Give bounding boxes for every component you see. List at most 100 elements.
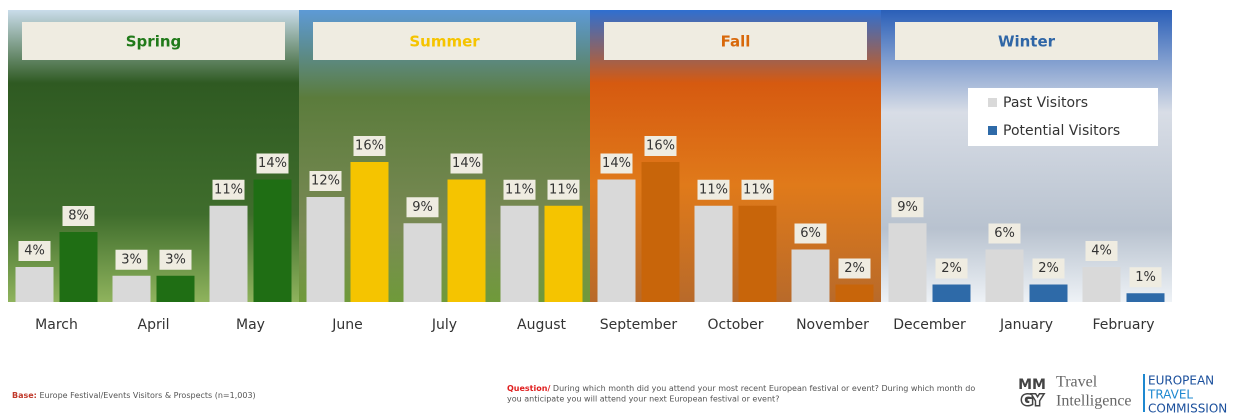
base-text: Europe Festival/Events Visitors & Prospe… [39,391,255,400]
bar [59,232,98,302]
x-tick-label: July [431,317,457,333]
bar [350,162,389,302]
bar [888,223,927,302]
bar [544,205,583,302]
value-label-box [935,258,968,279]
bar [156,275,195,302]
bar [932,284,971,302]
x-tick-label: February [1092,317,1154,333]
season-box [22,22,285,60]
bar [306,197,345,302]
x-tick-label: January [999,317,1053,333]
value-label-box [309,171,342,191]
value-label-box [256,153,289,174]
logo-etc: TRAVEL [1147,388,1193,402]
x-tick-label: June [331,317,363,333]
x-tick-label: August [517,317,567,333]
value-label-box [741,179,774,200]
bar [985,249,1024,302]
bar [209,205,248,302]
value-label: 14% [258,156,287,171]
value-label-box [988,223,1021,244]
value-label-box [406,197,439,218]
bar [1029,284,1068,302]
season-box [604,22,867,60]
value-label-box [62,206,95,226]
value-label: 12% [311,174,340,189]
value-label: 6% [994,226,1015,241]
value-label-box [547,179,580,200]
legend-swatch [988,126,997,135]
x-tick-label: April [138,317,170,333]
season-label: Summer [409,33,480,51]
value-label-box [503,179,536,200]
value-label: 1% [1135,270,1156,285]
question-label: Question/ [507,384,550,393]
value-label-box [838,258,871,279]
x-tick-label: October [707,317,763,333]
season-box [313,22,576,60]
bar [694,205,733,302]
base-label: Base: [12,391,37,400]
logo-bg [1014,375,1050,411]
x-tick-label: September [600,317,678,333]
value-label-box [644,136,677,156]
value-label: 8% [68,209,89,224]
value-label-box [600,153,633,174]
bar [791,249,830,302]
bar [835,284,874,302]
value-label: 2% [941,261,962,276]
logo-etc: EUROPEAN [1148,374,1214,388]
bar [403,223,442,302]
legend-swatch [988,98,997,107]
value-label: 6% [800,226,821,241]
value-label: 16% [646,139,675,154]
value-label-box [794,223,827,244]
legend-label: Potential Visitors [1003,123,1120,139]
question-note: Question/ During which month did you att… [507,384,975,393]
bar [597,179,636,302]
value-label-box [115,249,148,270]
bar [1126,293,1165,302]
base-note: Base: Europe Festival/Events Visitors & … [12,391,256,400]
season-label: Spring [126,33,182,51]
value-label: 2% [844,261,865,276]
value-label: 14% [602,156,631,171]
x-tick-label: December [893,317,966,333]
bar [1082,267,1121,302]
value-label: 3% [121,252,142,267]
plot: Spring Summer Fall Winter March 4% 8% April 3% 3%… [15,22,1165,333]
x-tick-label: May [236,317,265,333]
bar [112,275,151,302]
logo-intelligence: Intelligence [1056,393,1132,410]
season-label: Winter [998,33,1056,51]
legend-box [968,88,1158,146]
x-tick-label: March [35,317,78,333]
bar [500,205,539,302]
value-label: 2% [1038,261,1059,276]
season-box [895,22,1158,60]
value-label: 11% [549,182,578,197]
value-label-box [212,179,245,200]
value-label-box [697,179,730,200]
bar [641,162,680,302]
value-label: 9% [897,200,918,215]
value-label-box [1085,241,1118,261]
bar [447,179,486,302]
value-label: 4% [1091,244,1112,259]
season-label: Fall [721,33,751,51]
value-label-box [891,197,924,218]
value-label-box [18,241,51,261]
value-label: 11% [505,182,534,197]
logos: MM GY Travel Intelligence EUROPEAN TRAVE… [1014,374,1227,415]
bar [738,205,777,302]
value-label: 4% [24,244,45,259]
logo-travel: Travel [1056,374,1098,391]
value-label-box [1129,267,1162,288]
value-label-box [450,153,483,174]
bar [15,267,54,302]
bar [253,179,292,302]
value-label-box [353,136,386,156]
logo-mmgy: GY [1021,393,1043,409]
